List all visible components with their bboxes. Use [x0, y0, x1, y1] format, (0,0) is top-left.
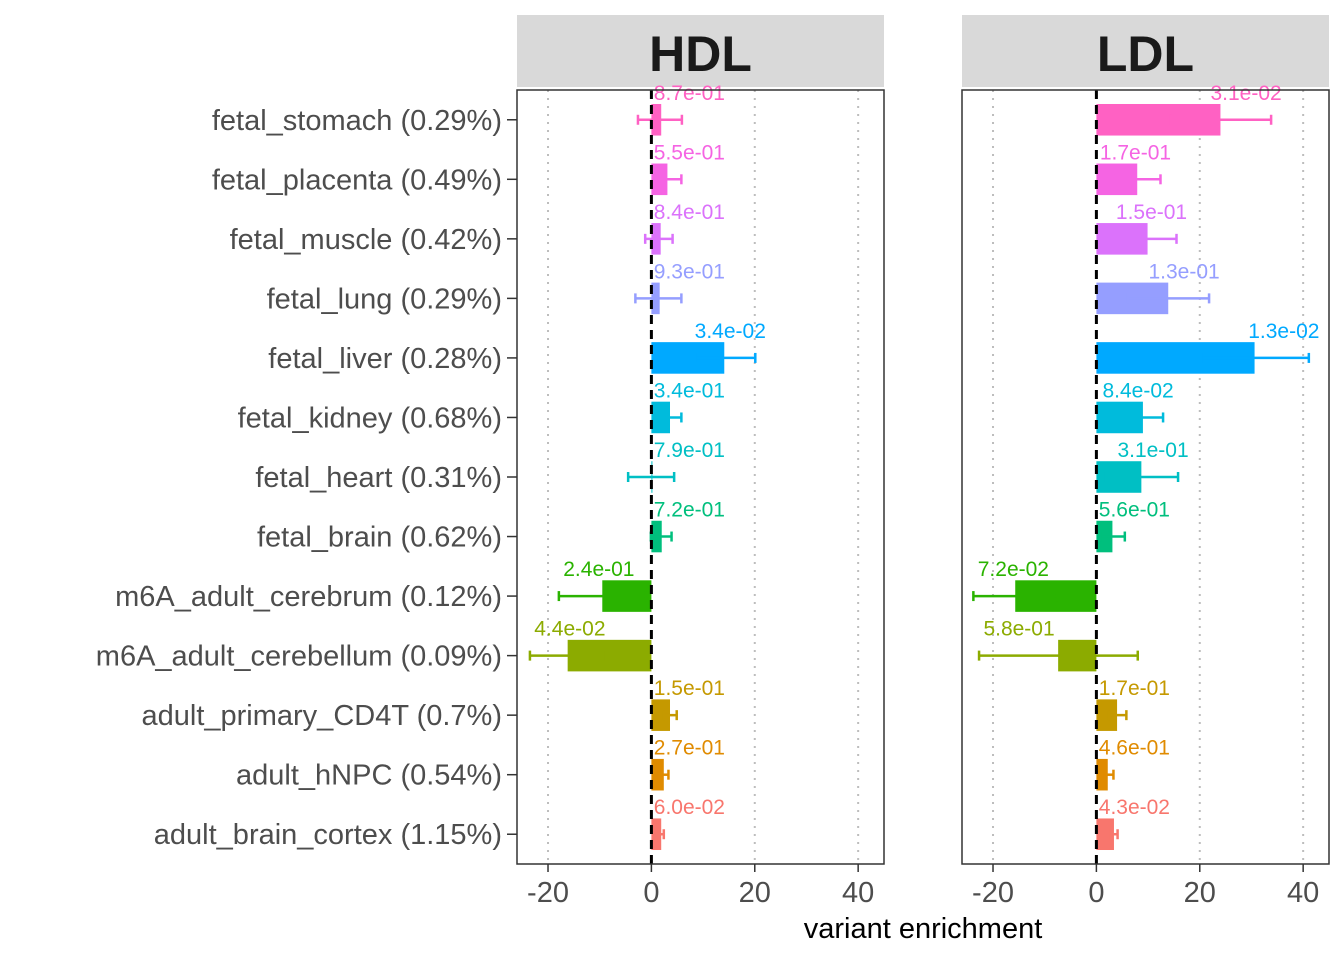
- x-tick-label: 20: [739, 877, 771, 909]
- category-label: fetal_placenta (0.49%): [212, 164, 502, 196]
- bar: [651, 818, 662, 851]
- x-axis-title: variant enrichment: [804, 913, 1043, 945]
- category-label: fetal_heart (0.31%): [255, 462, 502, 494]
- pvalue-label: 7.9e-01: [654, 439, 725, 462]
- pvalue-label: 8.4e-02: [1102, 379, 1173, 402]
- pvalue-label: 3.1e-01: [1117, 439, 1188, 462]
- pvalue-label: 7.2e-02: [978, 558, 1049, 581]
- pvalue-label: 5.8e-01: [983, 618, 1054, 641]
- x-tick-label: 40: [842, 877, 874, 909]
- x-tick-label: -20: [527, 877, 569, 909]
- category-label: adult_hNPC (0.54%): [236, 760, 502, 792]
- pvalue-label: 1.3e-01: [1148, 260, 1219, 283]
- pvalue-label: 3.4e-01: [654, 379, 725, 402]
- pvalue-label: 8.7e-01: [654, 82, 725, 105]
- pvalue-label: 1.5e-01: [1116, 201, 1187, 224]
- pvalue-label: 8.4e-01: [654, 201, 725, 224]
- category-label: m6A_adult_cerebellum (0.09%): [96, 641, 502, 673]
- pvalue-label: 2.7e-01: [654, 737, 725, 760]
- panel-border: [961, 89, 1330, 865]
- pvalue-label: 4.4e-02: [534, 618, 605, 641]
- category-label: fetal_liver (0.28%): [268, 343, 502, 375]
- pvalue-label: 7.2e-01: [654, 499, 725, 522]
- x-tick-label: 40: [1287, 877, 1319, 909]
- category-label: fetal_brain (0.62%): [257, 522, 502, 554]
- category-label: fetal_muscle (0.42%): [230, 224, 502, 256]
- pvalue-label: 3.1e-02: [1210, 82, 1281, 105]
- x-tick-label: -20: [972, 877, 1014, 909]
- pvalue-label: 1.7e-01: [1100, 141, 1171, 164]
- bar: [1096, 818, 1114, 851]
- x-tick-label: 20: [1184, 877, 1216, 909]
- bar: [651, 758, 664, 791]
- pvalue-label: 2.4e-01: [563, 558, 634, 581]
- pvalue-label: 5.6e-01: [1099, 499, 1170, 522]
- pvalue-label: 3.4e-02: [695, 320, 766, 343]
- bar: [651, 699, 671, 731]
- pvalue-label: 1.5e-01: [654, 677, 725, 700]
- category-label: fetal_stomach (0.29%): [212, 105, 502, 137]
- panel-strip: [517, 15, 884, 87]
- x-tick-label: 0: [643, 877, 659, 909]
- bar: [1096, 699, 1118, 731]
- x-tick-label: 0: [1088, 877, 1104, 909]
- pvalue-label: 1.7e-01: [1099, 677, 1170, 700]
- panel-title: LDL: [1097, 26, 1194, 82]
- panel-title: HDL: [649, 26, 752, 82]
- category-label: fetal_lung (0.29%): [267, 283, 502, 315]
- pvalue-label: 5.5e-01: [654, 141, 725, 164]
- pvalue-label: 4.3e-02: [1099, 796, 1170, 819]
- category-label: adult_primary_CD4T (0.7%): [142, 700, 503, 732]
- category-label: adult_brain_cortex (1.15%): [154, 819, 502, 851]
- pvalue-label: 1.3e-02: [1248, 320, 1319, 343]
- category-label: fetal_kidney (0.68%): [238, 402, 502, 434]
- panel-strip: [962, 15, 1329, 87]
- pvalue-label: 4.6e-01: [1099, 737, 1170, 760]
- pvalue-label: 9.3e-01: [654, 260, 725, 283]
- panel-border: [516, 89, 885, 865]
- pvalue-label: 6.0e-02: [654, 796, 725, 819]
- category-label: m6A_adult_cerebrum (0.12%): [115, 581, 502, 613]
